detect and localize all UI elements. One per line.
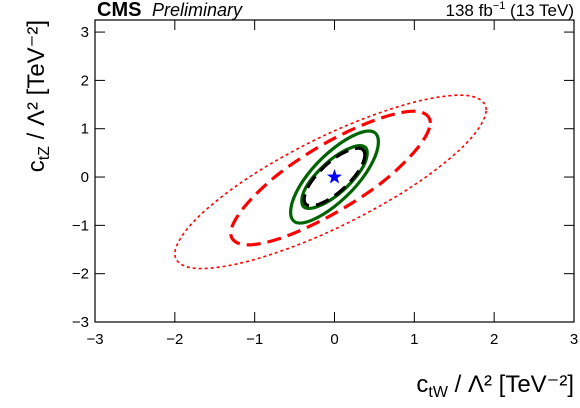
y-label-sub: tZ bbox=[36, 146, 53, 160]
x-tick-label: −2 bbox=[166, 331, 183, 348]
contour-line bbox=[229, 109, 432, 247]
x-tick-label: 3 bbox=[570, 331, 578, 348]
x-tick-label: 0 bbox=[330, 331, 338, 348]
y-tick-label: −3 bbox=[72, 314, 89, 331]
y-tick-label: 3 bbox=[81, 24, 89, 41]
x-tick-label: 1 bbox=[410, 331, 418, 348]
lumi-main: 138 fb bbox=[446, 1, 493, 20]
x-axis-label: ctW / Λ² [TeV⁻²] bbox=[416, 371, 574, 401]
contour-line bbox=[174, 94, 487, 270]
x-tick-label: −3 bbox=[86, 331, 103, 348]
y-label-main: c bbox=[23, 160, 50, 172]
x-label-sub: tW bbox=[428, 384, 448, 401]
lumi-label: 138 fb−1 (13 TeV) bbox=[446, 0, 574, 20]
y-tick-label: −2 bbox=[72, 266, 89, 283]
y-tick-label: 0 bbox=[81, 169, 89, 186]
contour-line bbox=[300, 144, 369, 210]
lumi-rest: (13 TeV) bbox=[505, 1, 574, 20]
y-tick-label: 1 bbox=[81, 121, 89, 138]
chart-title: CMS bbox=[97, 0, 141, 21]
contour-line bbox=[302, 146, 367, 208]
contour-line bbox=[288, 129, 381, 225]
y-tick-label: −1 bbox=[72, 217, 89, 234]
x-label-rest: / Λ² [TeV⁻²] bbox=[448, 371, 574, 398]
y-axis-label: ctZ / Λ² [TeV⁻²] bbox=[23, 20, 53, 172]
x-label-main: c bbox=[416, 371, 428, 398]
y-label-rest: / Λ² [TeV⁻²] bbox=[23, 20, 50, 146]
chart-subtitle: Preliminary bbox=[152, 0, 243, 20]
lumi-sup: −1 bbox=[493, 0, 506, 12]
y-tick-label: 2 bbox=[81, 72, 89, 89]
x-tick-label: −1 bbox=[246, 331, 263, 348]
best-fit-star bbox=[326, 169, 343, 184]
x-tick-label: 2 bbox=[490, 331, 498, 348]
